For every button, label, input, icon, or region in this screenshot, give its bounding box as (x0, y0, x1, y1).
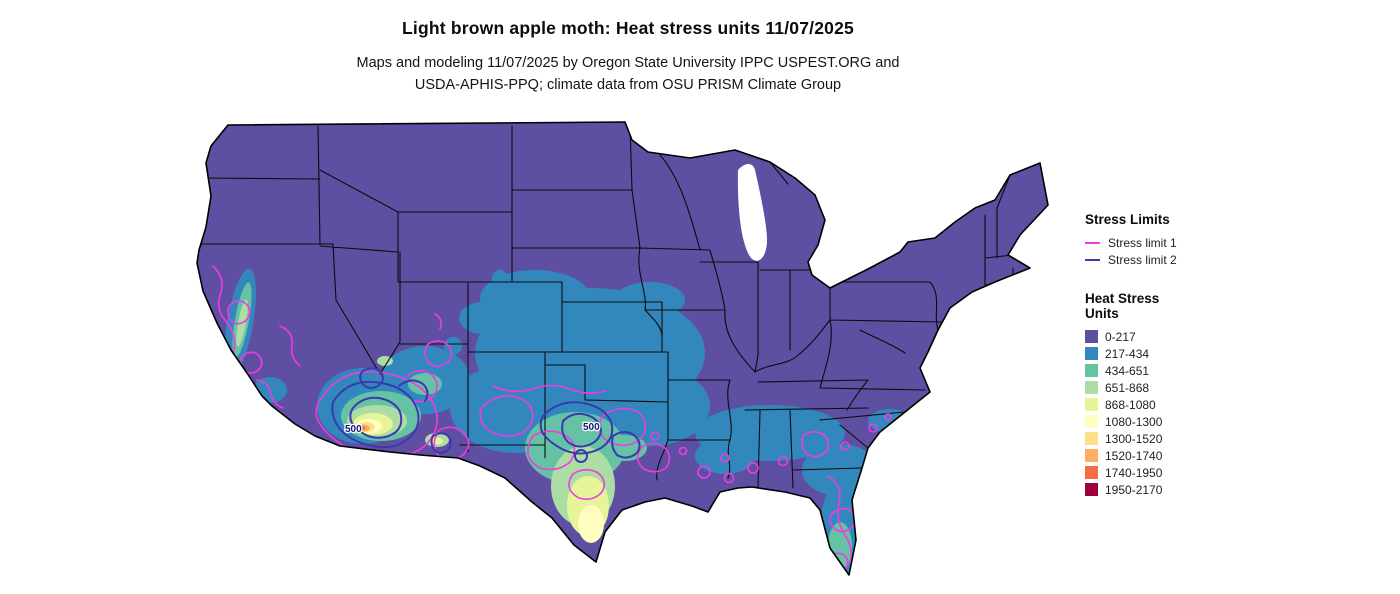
heat-bin-swatch (1085, 432, 1098, 445)
heat-bin-label: 1300-1520 (1105, 431, 1163, 446)
stress-limit-label: Stress limit 2 (1108, 252, 1177, 267)
stress-limit-item: Stress limit 2 (1085, 251, 1245, 268)
heat-bin-row: 651-868 (1085, 379, 1245, 396)
heat-bin-label: 868-1080 (1105, 397, 1156, 412)
heat-bin-row: 1740-1950 (1085, 464, 1245, 481)
heat-stress-legend-title: Heat Stress Units (1085, 291, 1245, 321)
stress-limits-legend-title: Stress Limits (1085, 212, 1170, 227)
heat-bin-swatch (1085, 330, 1098, 343)
heat-bin-label: 1950-2170 (1105, 482, 1163, 497)
heat-stress-legend-title-line-1: Heat Stress (1085, 291, 1160, 306)
heat-bin-label: 1740-1950 (1105, 465, 1163, 480)
stress-limit-2-contours (331, 367, 641, 463)
heat-bin-label: 0-217 (1105, 329, 1136, 344)
heat-bin-label: 1080-1300 (1105, 414, 1163, 429)
stress-limit-line-swatch (1085, 258, 1100, 261)
subtitle: Maps and modeling 11/07/2025 by Oregon S… (0, 52, 1256, 97)
heat-bin-row: 0-217 (1085, 328, 1245, 345)
us-heat-map: 500 500 (185, 118, 1065, 588)
subtitle-line-1: Maps and modeling 11/07/2025 by Oregon S… (356, 55, 900, 71)
us-outline (196, 121, 1049, 576)
heat-bin-swatch (1085, 398, 1098, 411)
lake-michigan (737, 164, 767, 261)
heat-bin-label: 217-434 (1105, 346, 1150, 361)
heat-bin-swatch (1085, 466, 1098, 479)
heat-bin-label: 651-868 (1105, 380, 1150, 395)
heat-stress-legend-title-line-2: Units (1085, 306, 1119, 321)
figure-header: Light brown apple moth: Heat stress unit… (0, 18, 1256, 97)
stress-limit-item: Stress limit 1 (1085, 234, 1245, 251)
heat-bin-row: 1300-1520 (1085, 430, 1245, 447)
us-heat-map-svg: 500 500 (196, 121, 1049, 576)
heat-stress-legend: Heat Stress Units 0-217 217-434 434-651 651… (1085, 291, 1245, 498)
heat-bin-swatch (1085, 449, 1098, 462)
heat-bin-swatch (1085, 483, 1098, 496)
heat-region-fills (224, 268, 912, 575)
heat-bin-row: 434-651 (1085, 362, 1245, 379)
stress-limits-items: Stress limit 1 Stress limit 2 (1085, 234, 1245, 268)
contour-label: 500 (345, 424, 362, 435)
heat-bin-swatch (1085, 415, 1098, 428)
heat-bin-swatch (1085, 381, 1098, 394)
heat-bin-row: 217-434 (1085, 345, 1245, 362)
heat-bin-label: 434-651 (1105, 363, 1150, 378)
heat-stress-bins: 0-217 217-434 434-651 651-868 868-1080 1080-1… (1085, 328, 1245, 498)
stress-limit-line-swatch (1085, 241, 1100, 244)
state-borders (197, 125, 1026, 489)
contour-label: 500 (583, 422, 600, 433)
heat-bin-row: 1520-1740 (1085, 447, 1245, 464)
legend-panel: Stress Limits Stress limit 1 Stress limit… (1085, 212, 1245, 498)
subtitle-line-2: USDA-APHIS-PPQ; climate data from OSU PR… (414, 77, 842, 94)
page-title: Light brown apple moth: Heat stress unit… (402, 18, 854, 38)
heat-bin-swatch (1085, 347, 1098, 360)
stress-limit-1-contours (212, 265, 892, 572)
heat-bin-row: 1950-2170 (1085, 481, 1245, 498)
heat-fill-bin-1740-1950 (358, 426, 366, 430)
stress-limits-legend: Stress Limits Stress limit 1 Stress limit… (1085, 212, 1245, 268)
heat-bin-swatch (1085, 364, 1098, 377)
heat-bin-row: 1080-1300 (1085, 413, 1245, 430)
heat-bin-row: 868-1080 (1085, 396, 1245, 413)
stress-limit-label: Stress limit 1 (1108, 235, 1177, 250)
heat-bin-label: 1520-1740 (1105, 448, 1163, 463)
